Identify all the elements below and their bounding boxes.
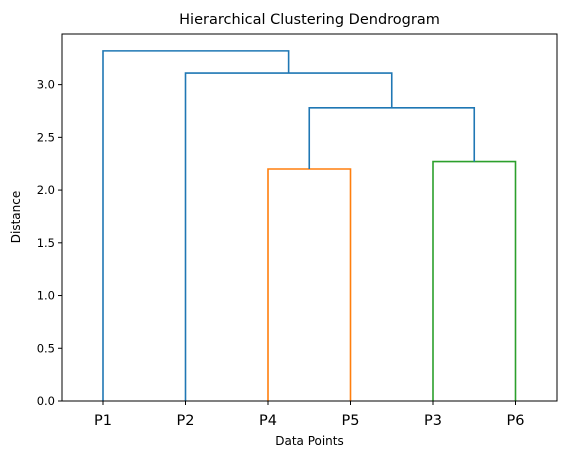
plot-frame [61, 33, 558, 402]
chart-title: Hierarchical Clustering Dendrogram [179, 12, 440, 28]
dendrogram-links [102, 50, 517, 401]
y-tick-label: 0.0 [37, 394, 55, 408]
y-tick-label: 2.5 [37, 130, 55, 144]
x-tick-label-p3: P3 [424, 413, 442, 429]
dendrogram-link-1 [267, 168, 352, 401]
x-axis-label: Data Points [275, 434, 344, 448]
y-axis-ticks: 0.0 0.5 1.0 1.5 2.0 2.5 3.0 [37, 78, 62, 408]
x-tick-label-p4: P4 [259, 413, 277, 429]
dendrogram-link-3 [308, 107, 476, 169]
x-tick-label-p6: P6 [507, 413, 525, 429]
dendrogram-link-5 [102, 50, 290, 401]
plot-background [62, 34, 557, 401]
y-tick-label: 0.5 [37, 341, 55, 355]
y-tick-label: 1.5 [37, 236, 55, 250]
x-tick-label-p2: P2 [177, 413, 195, 429]
y-tick-label: 3.0 [37, 78, 55, 92]
y-axis-label: Distance [9, 191, 23, 243]
x-tick-label-p5: P5 [342, 413, 360, 429]
x-tick-label-p1: P1 [94, 413, 112, 429]
x-axis-ticks: P1 P2 P4 P5 P3 P6 [94, 401, 524, 429]
y-tick-label: 1.0 [37, 289, 55, 303]
y-tick-label: 2.0 [37, 183, 55, 197]
